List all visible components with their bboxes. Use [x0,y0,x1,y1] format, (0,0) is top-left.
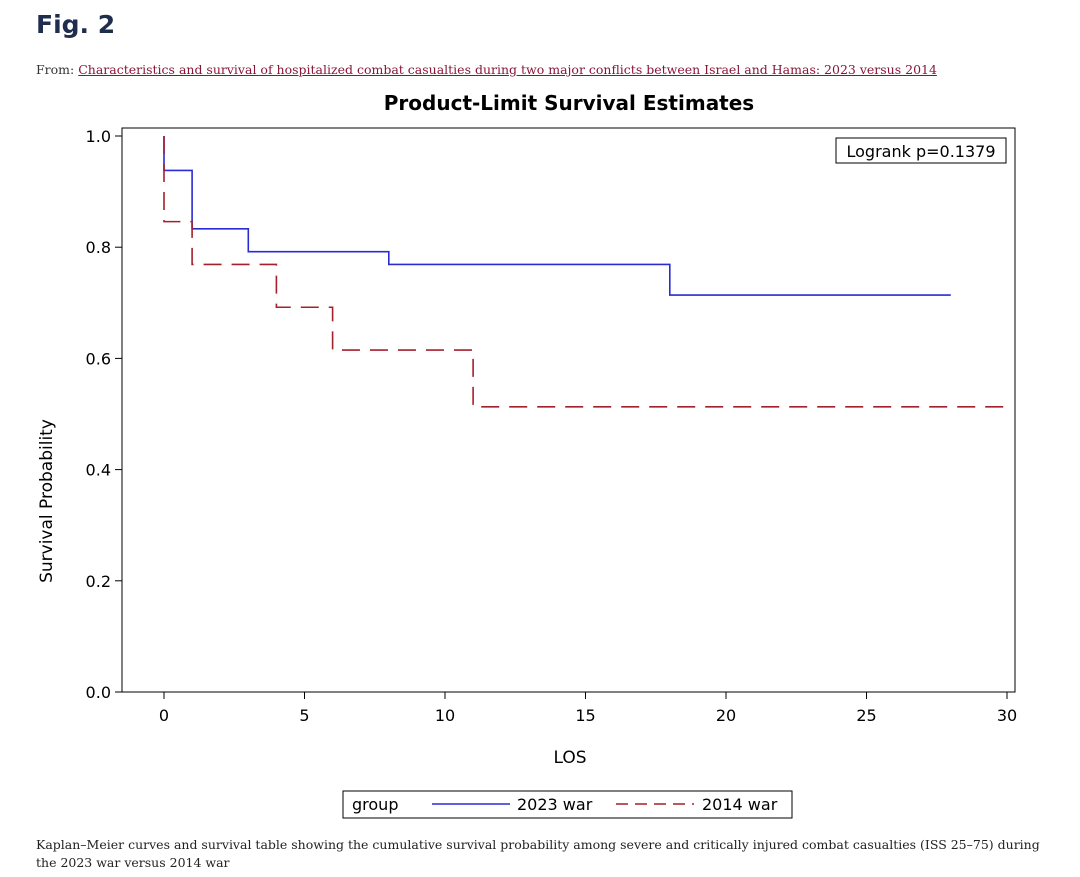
x-tick-label-4: 20 [716,706,736,725]
chart-title: Product-Limit Survival Estimates [384,91,754,115]
y-tick-label-1: 0.2 [86,572,111,591]
y-tick-label-2: 0.4 [86,461,111,480]
x-tick-label-2: 10 [435,706,455,725]
series-layer [163,136,1007,408]
y-axis: 0.0 0.2 0.4 0.6 0.8 1.0 [86,127,122,702]
y-tick-label-4: 0.8 [86,238,111,257]
logrank-annotation: Logrank p=0.1379 [835,137,1007,164]
y-axis-label: Survival Probability [37,419,57,583]
plot-frame [121,127,1016,693]
figure-caption: Kaplan–Meier curves and survival table s… [36,837,1040,870]
from-label: From: [36,62,75,77]
x-tick-label-1: 5 [299,706,309,725]
logrank-text: Logrank p=0.1379 [847,142,996,161]
x-tick-label-6: 30 [997,706,1017,725]
figure-heading: Fig. 2 [36,10,116,39]
x-tick-label-3: 15 [575,706,595,725]
x-tick-label-0: 0 [159,706,169,725]
legend: group 2023 war 2014 war [342,790,793,819]
x-axis: 0 5 10 15 20 25 30 [159,692,1017,725]
y-tick-label-3: 0.6 [86,349,111,368]
series-line-2023-war [163,136,951,296]
survival-chart: Product-Limit Survival Estimates 0.00.20… [37,91,1017,819]
legend-label-2023-war: 2023 war [517,795,593,814]
y-tick-label-5: 1.0 [86,127,111,146]
legend-box [342,790,793,819]
x-tick-label-5: 25 [856,706,876,725]
legend-title: group [352,795,398,814]
article-link[interactable]: Characteristics and survival of hospital… [78,62,937,77]
legend-label-2014-war: 2014 war [702,795,778,814]
series-line-2014-war [163,136,1007,408]
logrank-box [835,137,1007,164]
x-axis-label: LOS [553,748,586,768]
source-line: From: Characteristics and survival of ho… [36,62,937,77]
y-tick-label-0: 0.0 [86,683,111,702]
